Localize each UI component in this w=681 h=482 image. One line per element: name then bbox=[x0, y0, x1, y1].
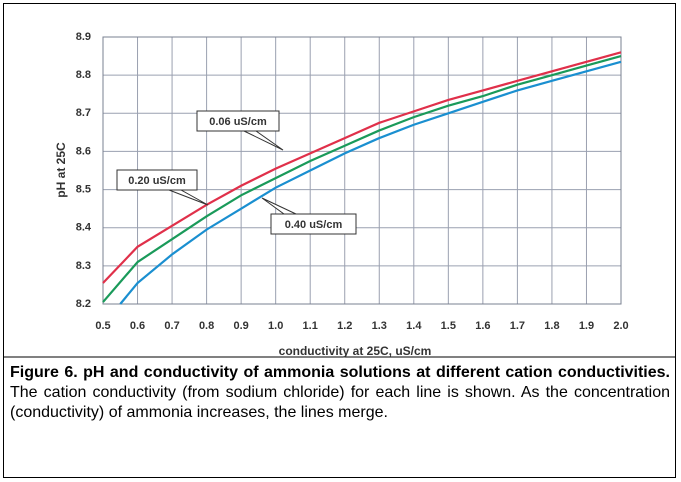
legend-label: 0.20 uS/cm bbox=[128, 175, 186, 187]
legend-label: 0.06 uS/cm bbox=[209, 116, 267, 128]
y-tick-label: 8.2 bbox=[76, 298, 91, 310]
series-line bbox=[102, 51, 622, 284]
legend-label: 0.40 uS/cm bbox=[285, 219, 343, 231]
series-line bbox=[102, 55, 622, 303]
caption: Figure 6. pH and conductivity of ammonia… bbox=[10, 363, 670, 423]
callout-pointer bbox=[261, 197, 297, 215]
plot-border bbox=[102, 36, 622, 305]
x-tick-label: 2.0 bbox=[613, 320, 628, 332]
y-tick-label: 8.9 bbox=[76, 31, 91, 43]
y-tick-label: 8.5 bbox=[76, 183, 91, 195]
x-tick-label: 1.5 bbox=[441, 320, 456, 332]
series-line bbox=[119, 60, 622, 305]
x-axis-label: conductivity at 25C, uS/cm bbox=[279, 344, 432, 358]
x-tick-label: 0.5 bbox=[95, 320, 110, 332]
y-tick-label: 8.4 bbox=[76, 222, 92, 234]
y-axis-label: pH at 25C bbox=[54, 142, 68, 198]
callout-box bbox=[196, 110, 280, 132]
x-tick-label: 1.4 bbox=[406, 320, 422, 332]
y-tick-label: 8.3 bbox=[76, 260, 91, 272]
x-tick-label: 1.9 bbox=[579, 320, 594, 332]
x-tick-label: 1.0 bbox=[268, 320, 283, 332]
y-tick-label: 8.7 bbox=[76, 107, 91, 119]
y-tick-label: 8.6 bbox=[76, 145, 91, 157]
x-tick-label: 1.1 bbox=[303, 320, 318, 332]
callout-box bbox=[116, 169, 198, 191]
x-tick-label: 1.2 bbox=[337, 320, 352, 332]
x-tick-label: 0.8 bbox=[199, 320, 214, 332]
x-tick-label: 0.7 bbox=[164, 320, 179, 332]
callout-pointer bbox=[168, 189, 209, 206]
caption-bold: Figure 6. pH and conductivity of ammonia… bbox=[10, 364, 670, 381]
x-tick-label: 1.6 bbox=[475, 320, 490, 332]
x-tick-label: 1.7 bbox=[510, 320, 525, 332]
callout-box bbox=[270, 213, 357, 235]
figure-frame bbox=[3, 3, 676, 478]
x-tick-label: 1.8 bbox=[544, 320, 559, 332]
x-tick-label: 1.3 bbox=[372, 320, 387, 332]
y-tick-label: 8.8 bbox=[76, 69, 91, 81]
x-tick-label: 0.6 bbox=[130, 320, 145, 332]
caption-text: The cation conductivity (from sodium chl… bbox=[10, 384, 670, 421]
callout-pointer bbox=[243, 130, 284, 151]
x-tick-label: 0.9 bbox=[233, 320, 248, 332]
